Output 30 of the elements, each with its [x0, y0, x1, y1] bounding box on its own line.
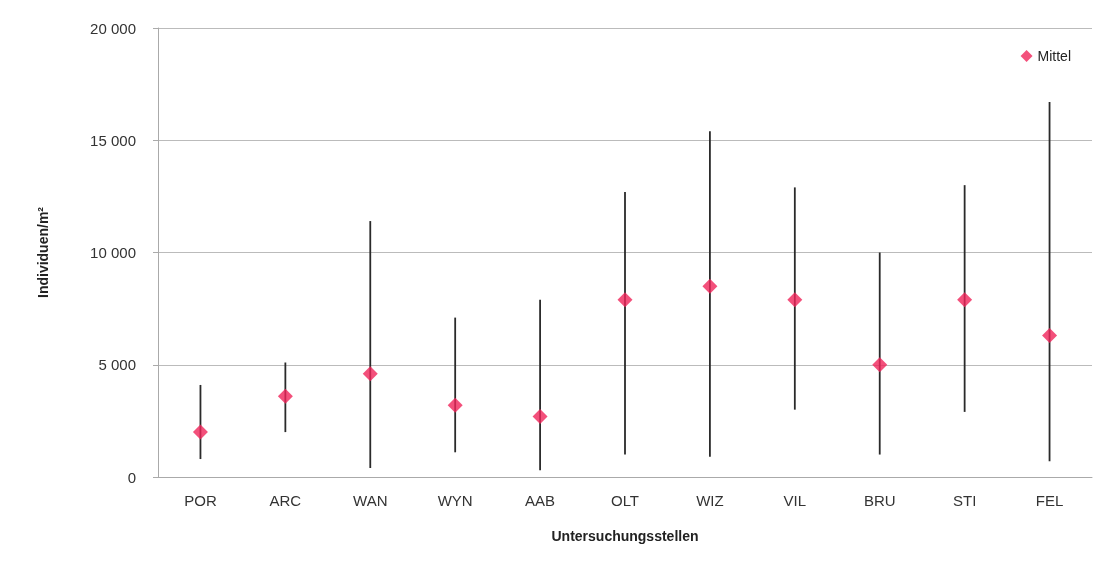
point [702, 278, 718, 294]
x-tick-label: FEL [1035, 492, 1064, 509]
y-tick-label: 10 000 [90, 244, 136, 261]
y-tick-label: 0 [127, 468, 136, 486]
y-tick-label: 15 000 [90, 131, 136, 149]
x-tick-label: OLT [610, 492, 640, 509]
y-axis-title: Individuen/m² [35, 206, 51, 298]
point [957, 292, 973, 308]
y-tick-label: 5 000 [98, 356, 136, 374]
x-tick-label: POR [184, 492, 217, 509]
point [362, 366, 378, 382]
y-tick-label: 20 000 [90, 19, 136, 37]
x-tick-label: WAN [353, 492, 388, 509]
x-tick-label: WIZ [696, 492, 724, 509]
x-axis-title: Untersuchungsstellen [551, 528, 699, 544]
x-tick-label: BRU [863, 492, 896, 509]
point [787, 292, 803, 308]
x-tick-label: VIL [783, 492, 807, 509]
point [277, 388, 293, 404]
point [532, 408, 548, 424]
point [617, 292, 633, 308]
x-tick-label: ARC [269, 492, 302, 509]
point [872, 357, 888, 373]
point [1042, 328, 1058, 344]
x-tick-label: WYN [437, 492, 473, 509]
point [447, 397, 463, 413]
x-tick-label: AAB [525, 492, 556, 509]
legend-label: Mittel [1037, 48, 1071, 64]
point [192, 424, 208, 440]
x-tick-label: STI [952, 492, 977, 509]
